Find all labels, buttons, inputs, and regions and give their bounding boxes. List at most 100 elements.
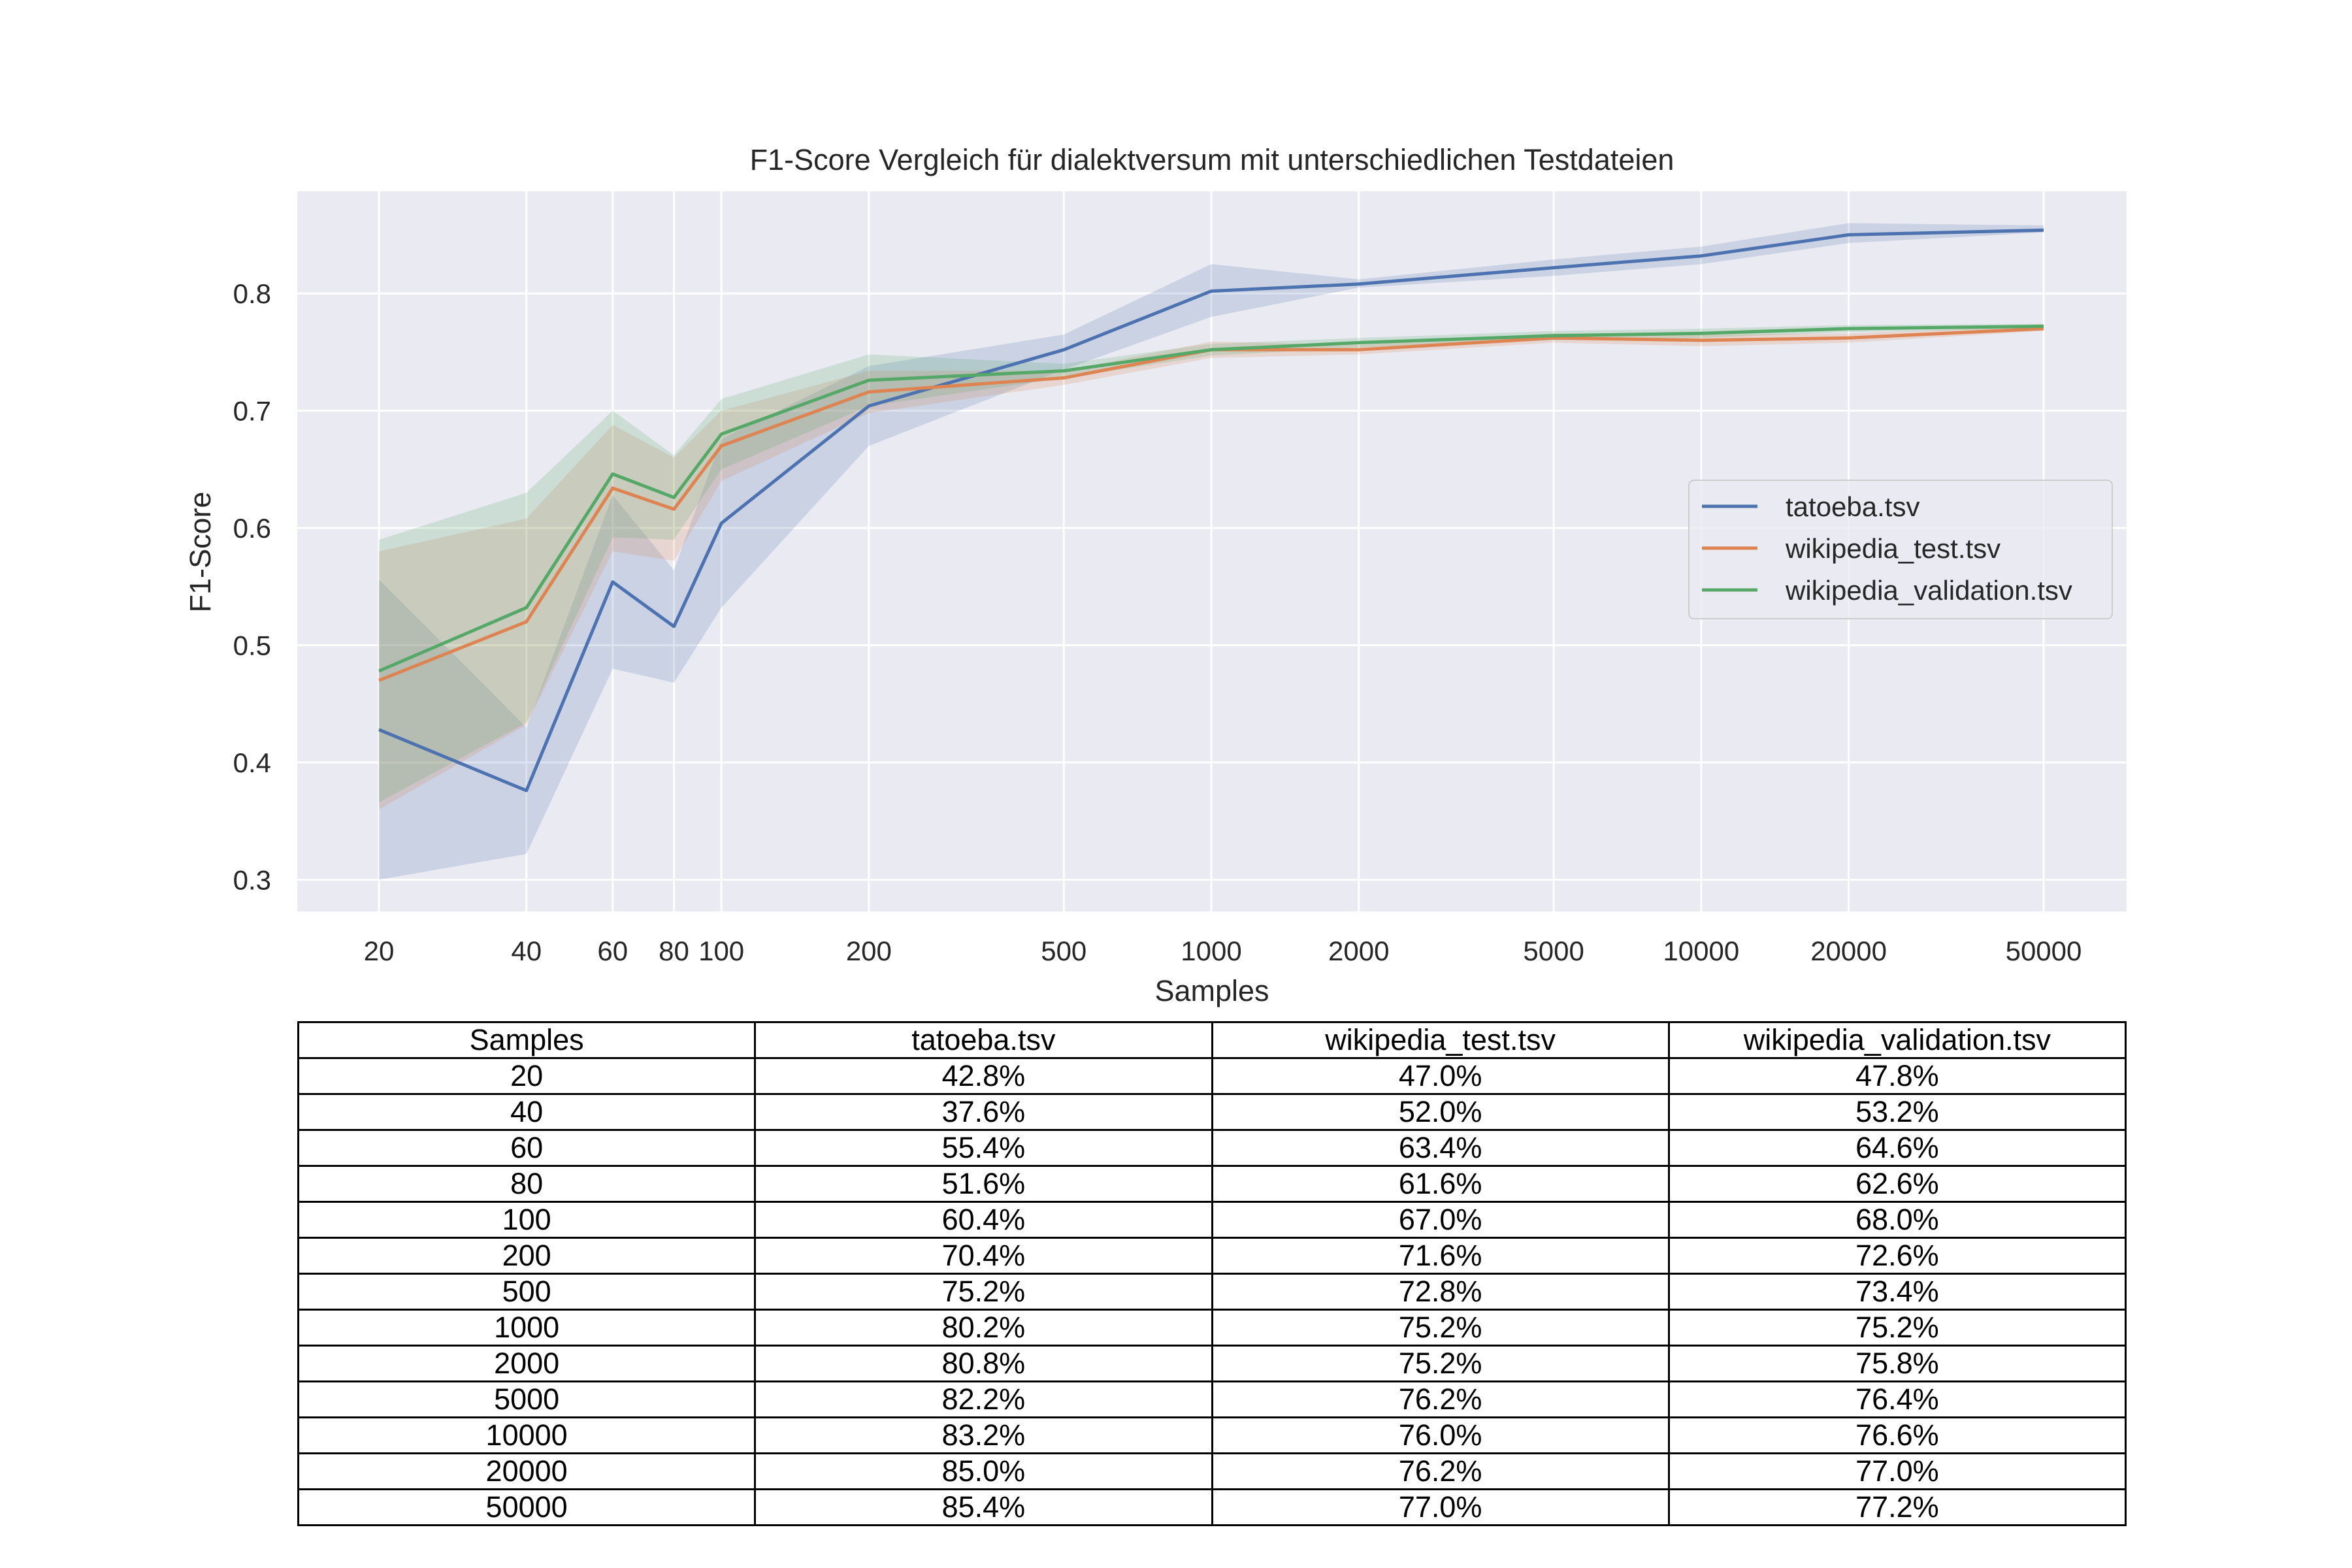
table-row: 60 55.4% 63.4% 64.6%	[297, 1129, 2127, 1167]
table-cell: 75.8%	[1667, 1345, 2127, 1382]
legend: tatoeba.tsv wikipedia_test.tsv wikipedia_v…	[1688, 480, 2113, 619]
table-header-row: Samples tatoeba.tsv wikipedia_test.tsv wiki…	[297, 1021, 2127, 1059]
table-row: 500 75.2% 72.8% 73.4%	[297, 1273, 2127, 1311]
table-cell: 83.2%	[754, 1416, 1213, 1454]
table-row: 5000 82.2% 76.2% 76.4%	[297, 1380, 2127, 1418]
x-axis-label: Samples	[1154, 974, 1269, 1007]
series-line-1	[378, 327, 2044, 682]
table-cell: 100	[297, 1201, 757, 1239]
table-cell: 60.4%	[754, 1201, 1213, 1239]
table-cell: 50000	[297, 1488, 757, 1526]
y-tick-label: 0.3	[233, 865, 271, 896]
table-cell: 42.8%	[754, 1057, 1213, 1095]
band-0	[379, 223, 2044, 880]
y-tick-label: 0.8	[233, 278, 271, 309]
table-cell: 1000	[297, 1309, 757, 1347]
table-row: 80 51.6% 61.6% 62.6%	[297, 1165, 2127, 1203]
table-cell: 80.2%	[754, 1309, 1213, 1347]
table-cell: 40	[297, 1093, 757, 1131]
series-line-0	[378, 228, 2044, 792]
legend-label: wikipedia_test.tsv	[1785, 533, 2001, 564]
table-row: 10000 83.2% 76.0% 76.6%	[297, 1416, 2127, 1454]
x-tick-label: 20000	[1810, 936, 1887, 966]
x-tick-label: 40	[511, 936, 542, 966]
table-cell: 51.6%	[754, 1165, 1213, 1203]
x-tick-label: 200	[846, 936, 892, 966]
table-cell: 68.0%	[1667, 1201, 2127, 1239]
table-cell: 60	[297, 1129, 757, 1167]
table-row: 2000 80.8% 75.2% 75.8%	[297, 1345, 2127, 1382]
table-cell: 63.4%	[1211, 1129, 1670, 1167]
table-cell: 53.2%	[1667, 1093, 2127, 1131]
table-cell: 62.6%	[1667, 1165, 2127, 1203]
tick-labels: 20 40 60 80 100 200 500 1000 2000 5000 10000 20000 5…	[233, 278, 2082, 966]
table-cell: 75.2%	[754, 1273, 1213, 1311]
table-cell: 77.0%	[1667, 1452, 2127, 1490]
x-tick-label: 10000	[1663, 936, 1739, 966]
x-tick-label: 60	[597, 936, 628, 966]
legend-frame	[1688, 480, 2113, 619]
y-tick-label: 0.5	[233, 630, 271, 661]
table-cell: 75.2%	[1211, 1309, 1670, 1347]
table-cell: 67.0%	[1211, 1201, 1670, 1239]
table-cell: 82.2%	[754, 1380, 1213, 1418]
table-cell: 76.2%	[1211, 1452, 1670, 1490]
table-cell: 75.2%	[1667, 1309, 2127, 1347]
table-row: 100 60.4% 67.0% 68.0%	[297, 1201, 2127, 1239]
confidence-bands	[379, 223, 2044, 880]
x-tick-label: 100	[698, 936, 744, 966]
table-header-cell: wikipedia_validation.tsv	[1667, 1021, 2127, 1059]
table-cell: 76.2%	[1211, 1380, 1670, 1418]
table-cell: 5000	[297, 1380, 757, 1418]
table-cell: 73.4%	[1667, 1273, 2127, 1311]
table-cell: 500	[297, 1273, 757, 1311]
table-cell: 71.6%	[1211, 1237, 1670, 1275]
y-tick-label: 0.4	[233, 747, 271, 778]
x-tick-label: 5000	[1523, 936, 1584, 966]
table-cell: 80	[297, 1165, 757, 1203]
table-row: 20000 85.0% 76.2% 77.0%	[297, 1452, 2127, 1490]
x-tick-label: 2000	[1328, 936, 1389, 966]
table-cell: 47.8%	[1667, 1057, 2127, 1095]
table-row: 40 37.6% 52.0% 53.2%	[297, 1093, 2127, 1131]
table-cell: 47.0%	[1211, 1057, 1670, 1095]
table-cell: 76.6%	[1667, 1416, 2127, 1454]
table-row: 1000 80.2% 75.2% 75.2%	[297, 1309, 2127, 1347]
table-cell: 76.0%	[1211, 1416, 1670, 1454]
table-cell: 20000	[297, 1452, 757, 1490]
table-header-cell: tatoeba.tsv	[754, 1021, 1213, 1059]
table-cell: 77.0%	[1211, 1488, 1670, 1526]
table-cell: 55.4%	[754, 1129, 1213, 1167]
table-cell: 70.4%	[754, 1237, 1213, 1275]
table-cell: 76.4%	[1667, 1380, 2127, 1418]
table-row: 50000 85.4% 77.0% 77.2%	[297, 1488, 2127, 1526]
y-tick-label: 0.7	[233, 396, 271, 427]
table-cell: 37.6%	[754, 1093, 1213, 1131]
table-header-cell: wikipedia_test.tsv	[1211, 1021, 1670, 1059]
y-axis-label: F1-Score	[184, 491, 217, 612]
table-cell: 200	[297, 1237, 757, 1275]
table-cell: 61.6%	[1211, 1165, 1670, 1203]
table-cell: 77.2%	[1667, 1488, 2127, 1526]
series-line-2	[378, 324, 2044, 673]
x-tick-label: 80	[659, 936, 689, 966]
legend-label: wikipedia_validation.tsv	[1785, 575, 2072, 606]
table-cell: 2000	[297, 1345, 757, 1382]
x-tick-label: 50000	[2006, 936, 2082, 966]
f1-score-chart: 20 40 60 80 100 200 500 1000 2000 5000 10000 20000 5…	[184, 143, 2127, 1007]
table-cell: 72.6%	[1667, 1237, 2127, 1275]
table-cell: 75.2%	[1211, 1345, 1670, 1382]
table-row: 200 70.4% 71.6% 72.6%	[297, 1237, 2127, 1275]
table-cell: 64.6%	[1667, 1129, 2127, 1167]
table-row: 20 42.8% 47.0% 47.8%	[297, 1057, 2127, 1095]
table-cell: 20	[297, 1057, 757, 1095]
x-tick-label: 500	[1041, 936, 1086, 966]
table-cell: 10000	[297, 1416, 757, 1454]
chart-title: F1-Score Vergleich für dialektversum mit…	[750, 143, 1674, 176]
table-header-cell: Samples	[297, 1021, 757, 1059]
results-table: Samples tatoeba.tsv wikipedia_test.tsv wiki…	[297, 1021, 2127, 1526]
table-cell: 85.0%	[754, 1452, 1213, 1490]
table-cell: 85.4%	[754, 1488, 1213, 1526]
x-tick-label: 1000	[1181, 936, 1241, 966]
y-tick-label: 0.6	[233, 513, 271, 544]
